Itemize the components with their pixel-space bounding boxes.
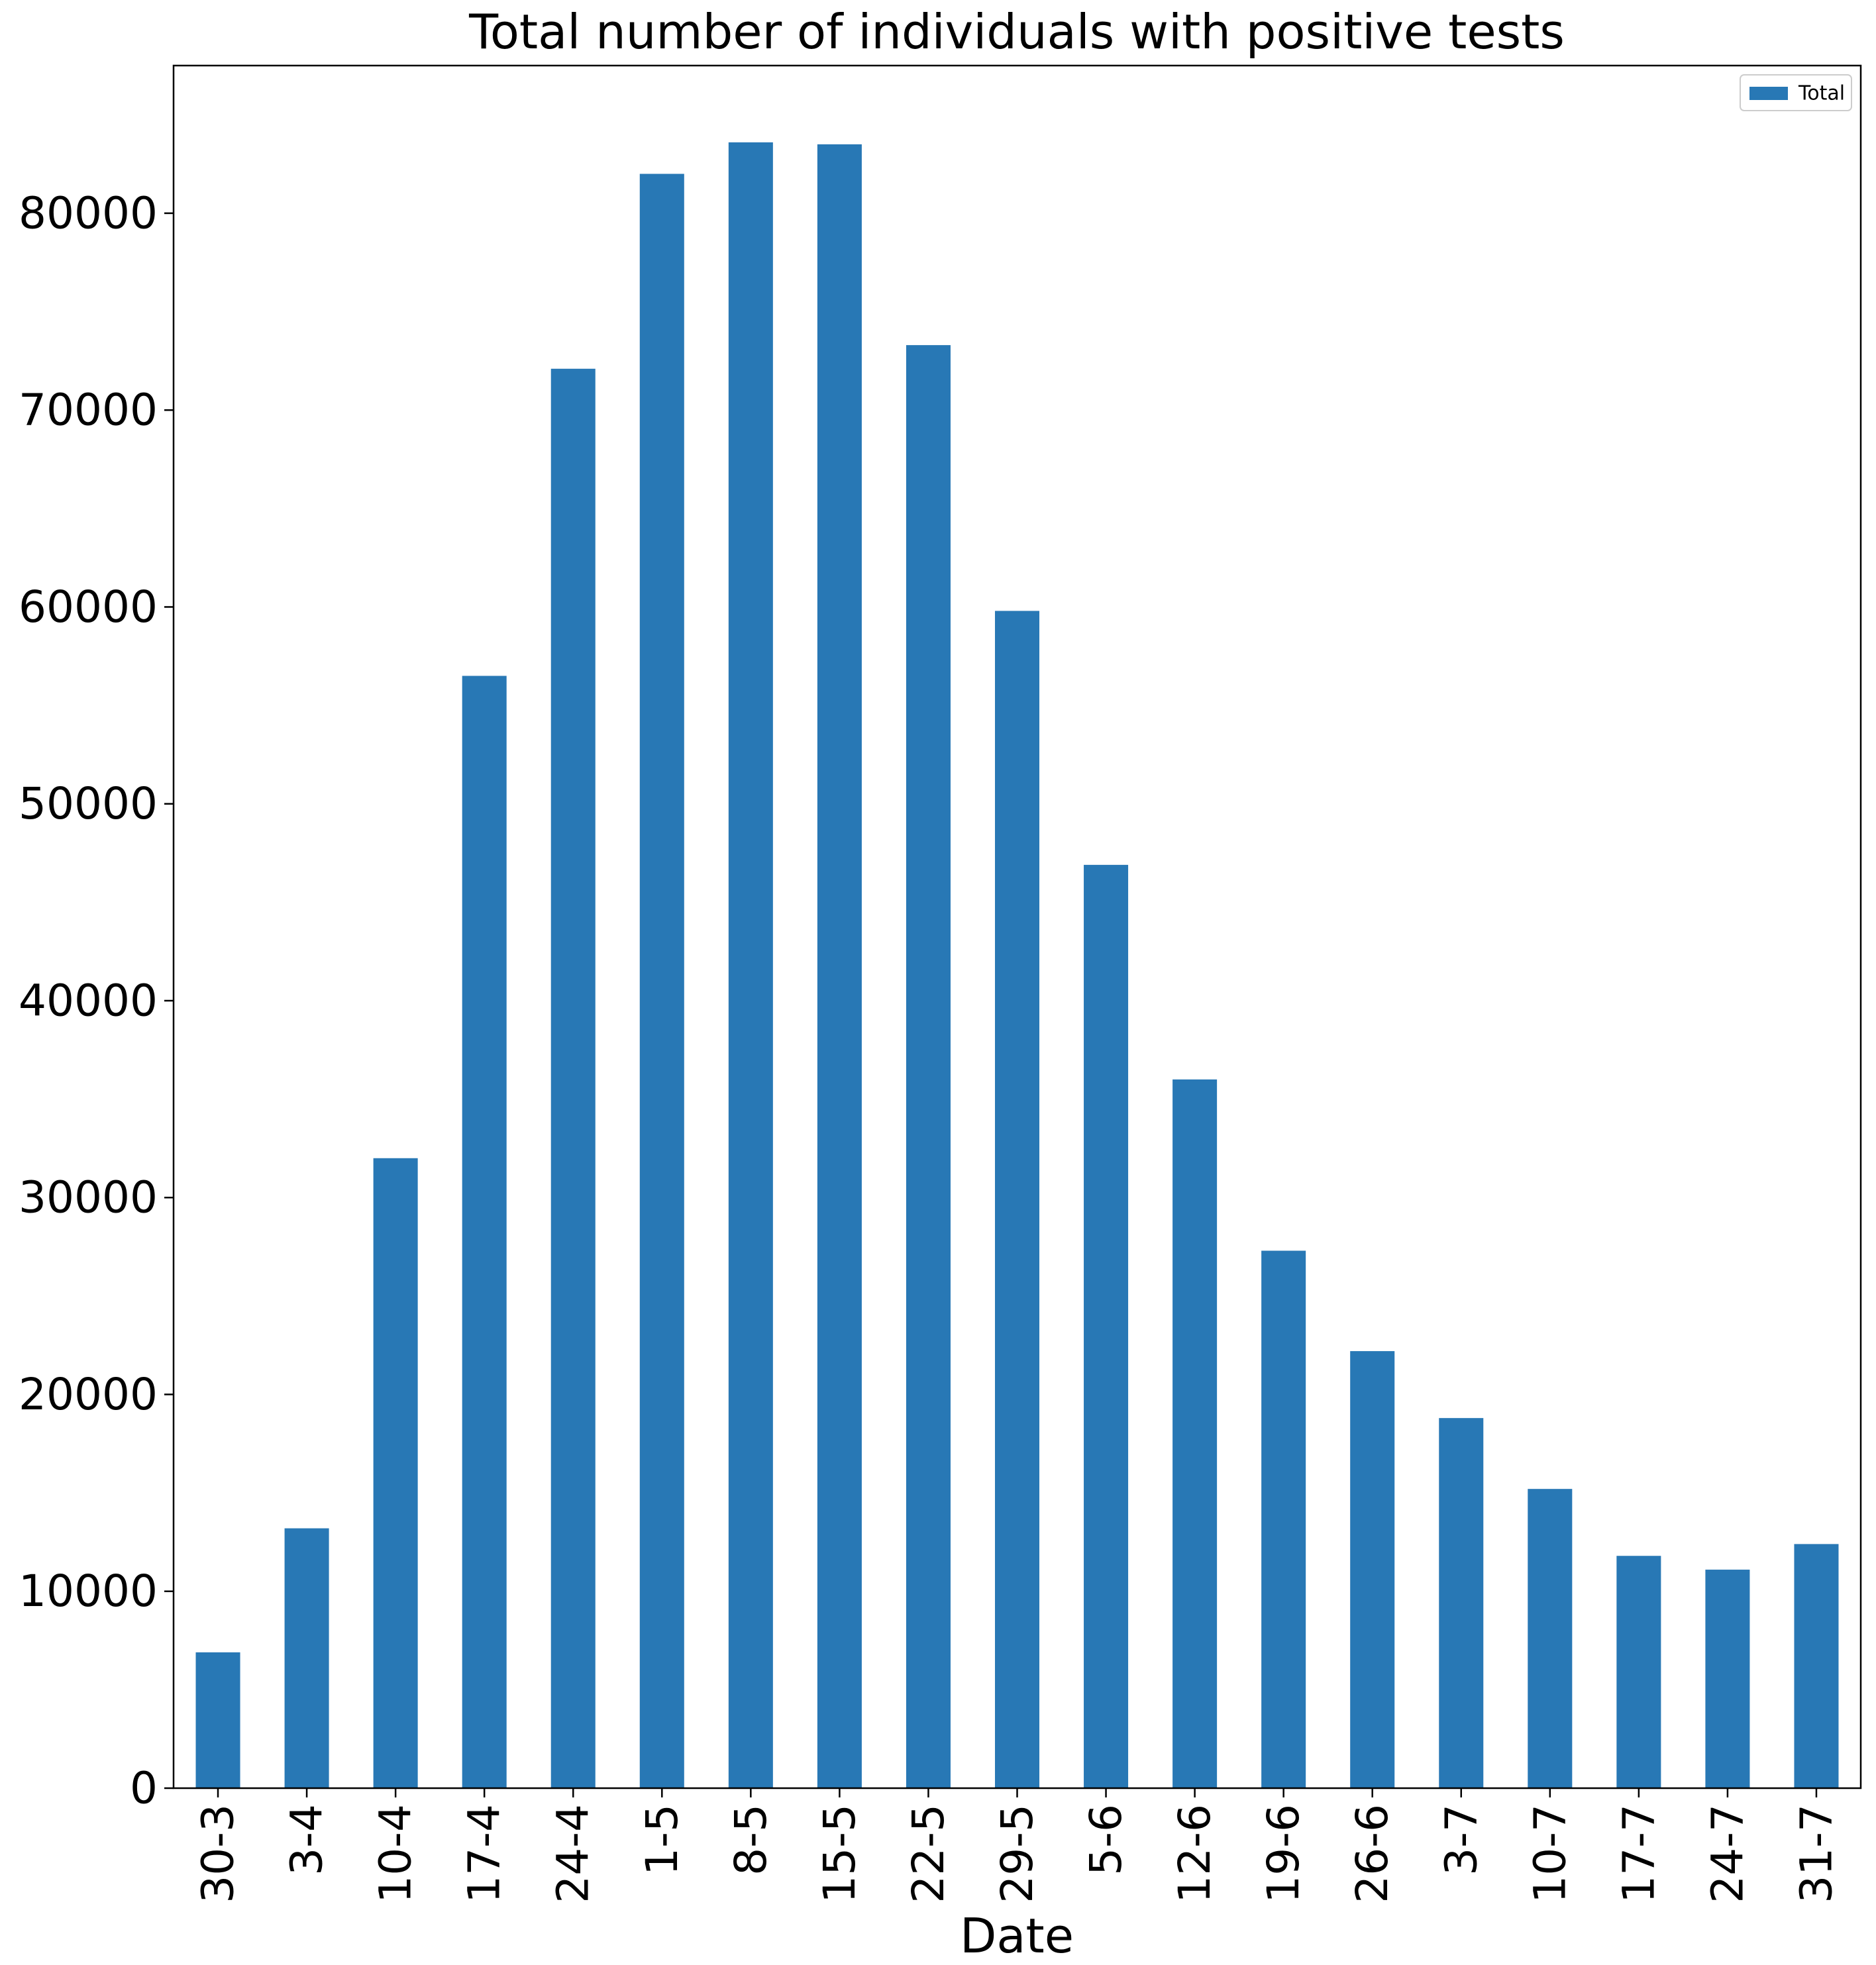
- bar-24-7: [1705, 1570, 1750, 1788]
- bar-3-7: [1439, 1418, 1484, 1788]
- bar-22-5: [906, 345, 951, 1788]
- y-tick-label-70000: 70000: [19, 385, 158, 436]
- x-tick-label-30-3: 30-3: [193, 1804, 244, 1903]
- x-tick-label-8-5: 8-5: [725, 1804, 776, 1876]
- x-tick-label-3-4: 3-4: [282, 1804, 333, 1876]
- bar-8-5: [728, 142, 773, 1789]
- legend: Total: [1740, 74, 1852, 111]
- chart-title: Total number of individuals with positiv…: [468, 4, 1565, 60]
- legend-swatch-total: [1749, 87, 1788, 100]
- x-tick-label-24-7: 24-7: [1702, 1804, 1753, 1903]
- y-tick-label-80000: 80000: [19, 187, 158, 238]
- bar-17-4: [462, 676, 507, 1789]
- x-tick-label-29-5: 29-5: [992, 1804, 1043, 1903]
- legend-label-total: Total: [1798, 82, 1845, 105]
- bars-layer: [195, 142, 1839, 1789]
- bar-15-5: [817, 144, 862, 1789]
- y-tick-label-10000: 10000: [19, 1566, 158, 1617]
- x-tick-label-3-7: 3-7: [1435, 1804, 1486, 1876]
- bar-1-5: [639, 174, 684, 1788]
- x-tick-label-1-5: 1-5: [637, 1804, 688, 1876]
- y-tick-label-40000: 40000: [19, 975, 158, 1026]
- bar-31-7: [1794, 1544, 1839, 1788]
- x-tick-label-15-5: 15-5: [814, 1804, 865, 1903]
- y-tick-label-50000: 50000: [19, 778, 158, 829]
- bar-5-6: [1084, 864, 1129, 1788]
- x-tick-label-5-6: 5-6: [1080, 1804, 1131, 1876]
- y-tick-label-0: 0: [130, 1763, 158, 1814]
- x-tick-label-10-7: 10-7: [1524, 1804, 1575, 1903]
- y-axis: 0 10000 20000 30000 40000 50000 60000 70000 8000…: [19, 187, 174, 1814]
- x-tick-label-24-4: 24-4: [548, 1804, 599, 1903]
- legend-box: [1740, 74, 1852, 111]
- x-tick-label-17-7: 17-7: [1613, 1804, 1664, 1903]
- x-tick-label-10-4: 10-4: [370, 1804, 421, 1903]
- y-tick-label-20000: 20000: [19, 1369, 158, 1420]
- x-axis-label: Date: [960, 1908, 1074, 1962]
- x-tick-label-22-5: 22-5: [903, 1804, 954, 1903]
- bar-24-4: [550, 368, 596, 1789]
- bar-26-6: [1350, 1351, 1395, 1788]
- bar-10-7: [1528, 1489, 1573, 1788]
- y-tick-label-30000: 30000: [19, 1172, 158, 1223]
- x-axis: 30-3 3-4 10-4 17-4 24-4 1-5 8-5 15-5 22-5 29-5 5-6…: [193, 1788, 1842, 1903]
- bar-30-3: [195, 1652, 240, 1788]
- bar-17-7: [1616, 1556, 1661, 1788]
- x-tick-label-12-6: 12-6: [1169, 1804, 1220, 1903]
- bar-3-4: [284, 1528, 329, 1788]
- x-tick-label-17-4: 17-4: [459, 1804, 510, 1903]
- bar-10-4: [373, 1158, 418, 1788]
- y-tick-label-60000: 60000: [19, 581, 158, 632]
- x-tick-label-19-6: 19-6: [1258, 1804, 1309, 1903]
- bar-12-6: [1172, 1079, 1218, 1788]
- x-tick-label-26-6: 26-6: [1347, 1804, 1398, 1903]
- x-tick-label-31-7: 31-7: [1791, 1804, 1842, 1903]
- plot-frame: [172, 64, 1862, 1789]
- bar-29-5: [994, 611, 1040, 1788]
- bar-19-6: [1261, 1250, 1306, 1788]
